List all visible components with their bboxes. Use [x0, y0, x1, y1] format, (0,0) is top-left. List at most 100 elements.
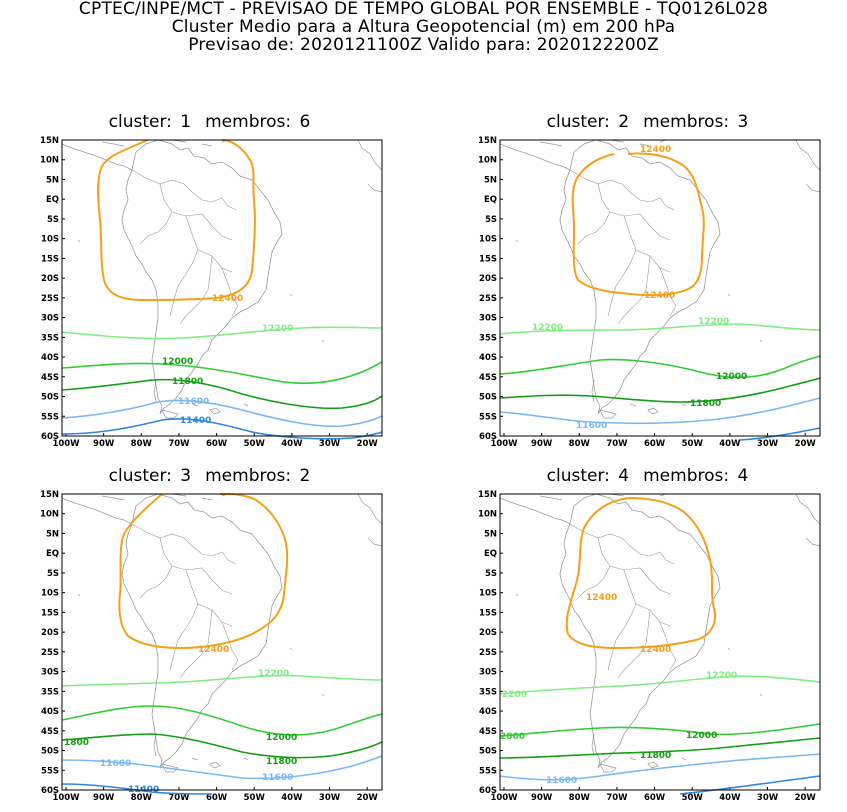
lat-tick-label: 15S: [41, 608, 59, 618]
contour-label-12200-left: 2200: [502, 690, 527, 700]
lat-tick-label: 25S: [479, 648, 497, 658]
lon-tick-label: 40W: [719, 793, 741, 803]
contour-label-12400-top: 12400: [640, 145, 671, 155]
panel-members-label: membros: 6: [205, 112, 311, 132]
contour-label-12000-right: 12000: [686, 731, 717, 741]
panel-title: cluster: 4 membros: 4: [456, 466, 839, 486]
lon-tick-label: 50W: [244, 439, 266, 449]
lat-tick-label: 15S: [479, 608, 497, 618]
panel-cluster-label: cluster: 3: [108, 466, 192, 486]
map-panel-3: 15N 10N 5N EQ 5S 10S 15S 20S 25S 30S 35S 40S 45S 50S 5…: [40, 490, 383, 803]
lat-tick-label: EQ: [46, 549, 59, 559]
lat-tick-label: 20S: [479, 274, 497, 284]
header-line-3: Previsao de: 2020121100Z Valido para: 20…: [188, 35, 659, 55]
lat-tick-label: 60S: [479, 786, 497, 796]
lat-tick-label: 30S: [41, 314, 59, 324]
contour-label-12200-right: 12200: [698, 317, 729, 327]
contour-label-11400: 11400: [180, 416, 211, 426]
lat-tick-label: 10N: [40, 156, 59, 166]
panel-cluster-label: cluster: 1: [108, 112, 192, 132]
lon-tick-label: 70W: [606, 439, 628, 449]
map-frame: [61, 139, 383, 437]
lon-tick-label: 40W: [281, 793, 303, 803]
lat-tick-label: 35S: [479, 687, 497, 697]
lon-tick-label: 60W: [644, 439, 666, 449]
lat-tick-label: 10S: [479, 589, 497, 599]
contour-label-12400: 12400: [198, 645, 229, 655]
lon-tick-label: 60W: [206, 439, 228, 449]
lon-tick-label: 30W: [319, 439, 341, 449]
panel-title: cluster: 1 membros: 6: [18, 112, 401, 132]
lat-tick-label: 20S: [479, 628, 497, 638]
lon-tick-label: 100W: [490, 439, 518, 449]
lat-tick-label: 45S: [479, 373, 497, 383]
contour-label-12000-left: 2000: [500, 732, 525, 742]
lat-tick-label: 50S: [41, 393, 59, 403]
contour-label-11600: 11600: [546, 776, 577, 786]
lon-tick-label: 80W: [131, 439, 153, 449]
map-frame: [499, 493, 821, 791]
lon-tick-label: 60W: [206, 793, 228, 803]
lat-tick-label: 5S: [485, 569, 497, 579]
lat-tick-label: 5N: [484, 529, 497, 539]
lat-tick-label: 15N: [478, 490, 497, 500]
panel-title: cluster: 2 membros: 3: [456, 112, 839, 132]
lat-tick-label: 5N: [46, 529, 59, 539]
panel-members-label: membros: 2: [205, 466, 311, 486]
lon-tick-label: 40W: [719, 439, 741, 449]
lat-tick-label: EQ: [484, 549, 497, 559]
lat-tick-label: 15N: [40, 490, 59, 500]
lat-tick-label: 15N: [478, 136, 497, 146]
lat-tick-label: 35S: [479, 333, 497, 343]
contour-label-11600-left: 11600: [100, 759, 131, 769]
lat-tick-label: 50S: [479, 747, 497, 757]
lat-tick-label: 55S: [479, 412, 497, 422]
lat-tick-label: 10N: [478, 510, 497, 520]
lat-tick-label: 10S: [41, 235, 59, 245]
lon-tick-label: 50W: [682, 439, 704, 449]
lon-tick-label: 70W: [168, 439, 190, 449]
lat-tick-label: 40S: [41, 353, 59, 363]
header-line-1: CPTEC/INPE/MCT - PREVISAO DE TEMPO GLOBA…: [78, 0, 769, 19]
lon-tick-label: 50W: [682, 793, 704, 803]
lat-tick-label: 40S: [41, 707, 59, 717]
panel-members-label: membros: 4: [643, 466, 749, 486]
lat-tick-label: 5S: [47, 215, 59, 225]
lat-tick-label: 55S: [41, 766, 59, 776]
lon-tick-label: 80W: [569, 793, 591, 803]
header-line-2: Cluster Medio para a Altura Geopotencial…: [171, 17, 676, 37]
lat-tick-label: 60S: [41, 786, 59, 796]
lon-tick-label: 90W: [93, 439, 115, 449]
lat-tick-label: 15S: [479, 254, 497, 264]
contour-label-11600: 11600: [178, 397, 209, 407]
lat-tick-label: 45S: [41, 727, 59, 737]
contour-label-11800-right: 11800: [266, 757, 297, 767]
lon-tick-label: 100W: [52, 439, 80, 449]
contour-label-11800: 11800: [690, 399, 721, 409]
contour-label-12400-bottom: 12400: [640, 645, 671, 655]
lon-tick-label: 90W: [531, 439, 553, 449]
lon-tick-label: 20W: [795, 793, 817, 803]
lat-tick-label: 10S: [41, 589, 59, 599]
lat-tick-label: 15S: [41, 254, 59, 264]
lat-tick-label: 55S: [41, 412, 59, 422]
panel-cluster-1: cluster: 1 membros: 6 15N 10N 5N EQ 5S 10S 15S 2…: [18, 112, 401, 458]
lon-tick-label: 20W: [795, 439, 817, 449]
map-panel-2: 15N 10N 5N EQ 5S 10S 15S 20S 25S 30S 35S 40S 45S 50S 5…: [478, 136, 821, 449]
contour-label-12400-left: 12400: [586, 593, 617, 603]
panel-cluster-4: cluster: 4 membros: 4 15N 10N 5N EQ 5S 10S 15S 2…: [456, 466, 839, 812]
lat-tick-label: 10N: [40, 510, 59, 520]
contour-label-11800: 11800: [640, 751, 671, 761]
lon-tick-label: 80W: [569, 439, 591, 449]
lon-tick-label: 90W: [531, 793, 553, 803]
lon-tick-label: 100W: [490, 793, 518, 803]
contour-label-12200-left: 12200: [532, 323, 563, 333]
lat-tick-label: 5S: [47, 569, 59, 579]
lat-tick-label: 50S: [41, 747, 59, 757]
panel-title: cluster: 3 membros: 2: [18, 466, 401, 486]
lat-tick-label: EQ: [46, 195, 59, 205]
lon-tick-label: 40W: [281, 439, 303, 449]
page-header: CPTEC/INPE/MCT - PREVISAO DE TEMPO GLOBA…: [0, 0, 847, 54]
lon-tick-label: 70W: [606, 793, 628, 803]
lat-tick-label: 25S: [479, 294, 497, 304]
